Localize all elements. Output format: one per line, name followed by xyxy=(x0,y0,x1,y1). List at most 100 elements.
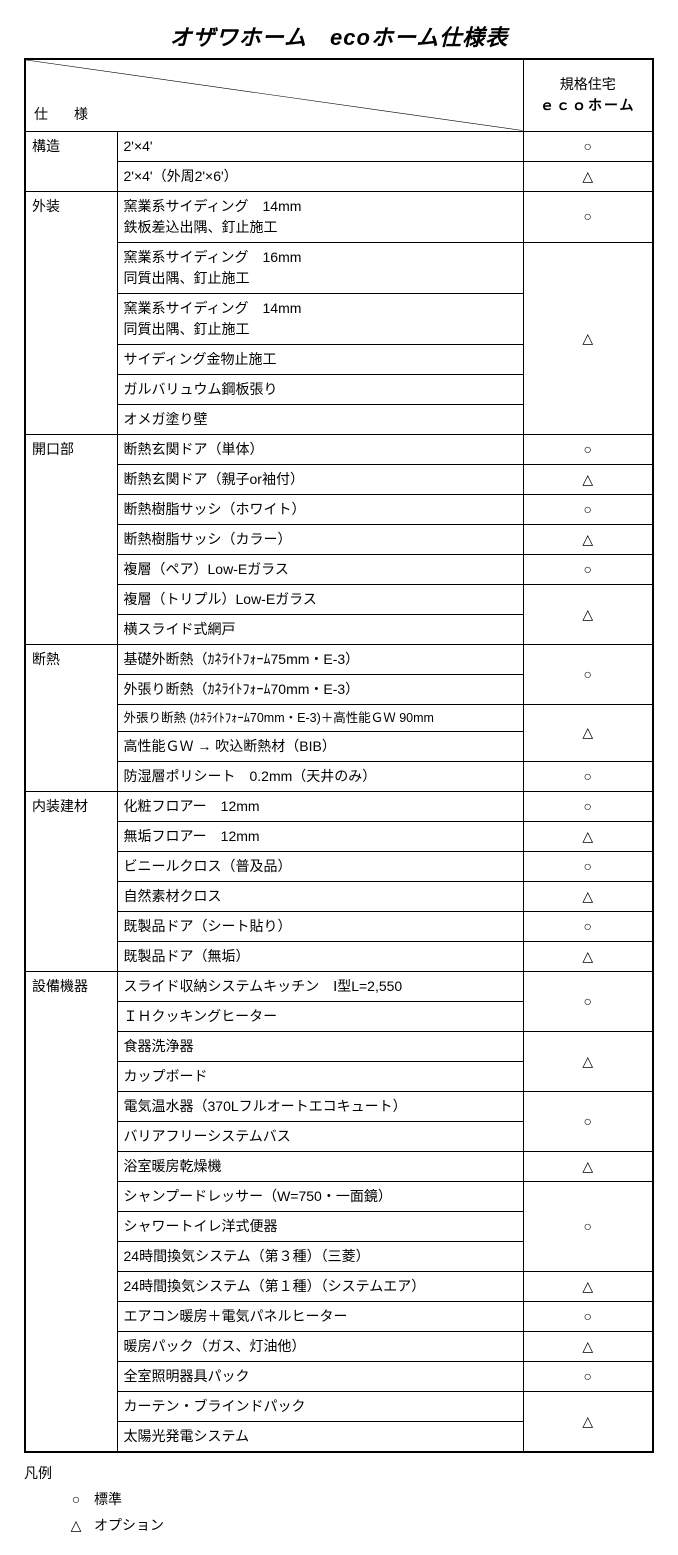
spec-value: ○ xyxy=(523,1092,653,1152)
spec-desc-line: カップボード xyxy=(124,1066,517,1087)
spec-desc-line: 窯業系サイディング 14mm xyxy=(124,298,517,319)
spec-value: ○ xyxy=(523,762,653,792)
spec-desc: シャンプードレッサー（W=750・一面鏡） xyxy=(117,1182,523,1212)
spec-desc: 2'×4'（外周2'×6'） xyxy=(117,161,523,191)
spec-value: △ xyxy=(523,1392,653,1453)
spec-desc: 断熱樹脂サッシ（ホワイト） xyxy=(117,494,523,524)
page-title: オザワホーム ecoホーム仕様表 xyxy=(24,20,654,52)
spec-desc: 窯業系サイディング 14mm同質出隅、釘止施工 xyxy=(117,293,523,344)
spec-desc: 断熱樹脂サッシ（カラー） xyxy=(117,524,523,554)
spec-desc: 外張り断熱 (ｶﾈﾗｲﾄﾌｫｰﾑ70mm・E-3)＋高性能ＧＷ 90mm xyxy=(117,704,523,732)
spec-value: △ xyxy=(523,822,653,852)
spec-value: △ xyxy=(523,242,653,434)
spec-desc: ガルバリュウム鋼板張り xyxy=(117,374,523,404)
spec-desc-line: バリアフリーシステムバス xyxy=(124,1126,517,1147)
legend-label: オプション xyxy=(94,1517,164,1533)
spec-desc-line: サイディング金物止施工 xyxy=(124,349,517,370)
spec-desc: エアコン暖房＋電気パネルヒーター xyxy=(117,1302,523,1332)
spec-desc: シャワートイレ洋式便器 xyxy=(117,1212,523,1242)
spec-desc-line: 断熱樹脂サッシ（ホワイト） xyxy=(124,499,517,520)
spec-desc: ビニールクロス（普及品） xyxy=(117,852,523,882)
spec-desc-line: 太陽光発電システム xyxy=(124,1426,517,1447)
spec-desc-line: 断熱玄関ドア（親子or袖付） xyxy=(124,469,517,490)
spec-value: ○ xyxy=(523,494,653,524)
spec-desc: 浴室暖房乾燥機 xyxy=(117,1152,523,1182)
spec-desc-line: 同質出隅、釘止施工 xyxy=(124,319,517,340)
spec-value: △ xyxy=(523,524,653,554)
spec-desc: ＩＨクッキングヒーター xyxy=(117,1002,523,1032)
spec-value: △ xyxy=(523,584,653,644)
spec-desc-line: スライド収納システムキッチン Ⅰ型L=2,550 xyxy=(124,976,517,997)
spec-value: ○ xyxy=(523,792,653,822)
spec-desc: 断熱玄関ドア（親子or袖付） xyxy=(117,464,523,494)
spec-desc-line: 外張り断熱（ｶﾈﾗｲﾄﾌｫｰﾑ70mm・E-3） xyxy=(124,679,517,700)
spec-desc-line: 鉄板差込出隅、釘止施工 xyxy=(124,217,517,238)
spec-value: △ xyxy=(523,1272,653,1302)
legend-symbol: △ xyxy=(58,1517,94,1534)
spec-desc: 外張り断熱（ｶﾈﾗｲﾄﾌｫｰﾑ70mm・E-3） xyxy=(117,674,523,704)
spec-value: ○ xyxy=(523,191,653,242)
spec-desc: 暖房パック（ガス、灯油他） xyxy=(117,1332,523,1362)
spec-desc-line: 複層（トリプル）Low-Eガラス xyxy=(124,589,517,610)
spec-desc-line: 自然素材クロス xyxy=(124,886,517,907)
spec-desc-line: ガルバリュウム鋼板張り xyxy=(124,379,517,400)
spec-desc-line: 浴室暖房乾燥機 xyxy=(124,1156,517,1177)
plan-line2: ｅｃｏホーム xyxy=(530,95,647,116)
spec-desc: 断熱玄関ドア（単体） xyxy=(117,434,523,464)
spec-desc-line: 24時間換気システム（第１種）（システムエア） xyxy=(124,1276,517,1297)
spec-desc-line: 横スライド式網戸 xyxy=(124,619,517,640)
spec-value: ○ xyxy=(523,131,653,161)
spec-desc: カーテン・ブラインドパック xyxy=(117,1392,523,1422)
spec-value: △ xyxy=(523,1032,653,1092)
spec-desc: 既製品ドア（無垢） xyxy=(117,942,523,972)
header-spec-cell: 仕 様 xyxy=(25,59,523,131)
spec-desc-line: 防湿層ポリシート 0.2mm（天井のみ） xyxy=(124,766,517,787)
spec-table: 仕 様規格住宅ｅｃｏホーム構造2'×4'○2'×4'（外周2'×6'）△外装窯業… xyxy=(24,58,654,1453)
spec-desc: 基礎外断熱（ｶﾈﾗｲﾄﾌｫｰﾑ75mm・E-3） xyxy=(117,644,523,674)
legend-item: ○標準 xyxy=(58,1489,654,1509)
spec-desc-line: 食器洗浄器 xyxy=(124,1036,517,1057)
spec-value: △ xyxy=(523,464,653,494)
spec-desc: 24時間換気システム（第１種）（システムエア） xyxy=(117,1272,523,1302)
spec-desc-line: 暖房パック（ガス、灯油他） xyxy=(124,1336,517,1357)
category-cell: 外装 xyxy=(25,191,117,434)
spec-value: △ xyxy=(523,1152,653,1182)
spec-desc-line: 化粧フロアー 12mm xyxy=(124,796,517,817)
spec-desc-line: 2'×4' xyxy=(124,136,517,157)
spec-value: ○ xyxy=(523,852,653,882)
spec-desc: 2'×4' xyxy=(117,131,523,161)
spec-desc: 無垢フロアー 12mm xyxy=(117,822,523,852)
category-cell: 内装建材 xyxy=(25,792,117,972)
spec-desc: 防湿層ポリシート 0.2mm（天井のみ） xyxy=(117,762,523,792)
spec-desc-line: 24時間換気システム（第３種）（三菱） xyxy=(124,1246,517,1267)
spec-desc: 複層（ペア）Low-Eガラス xyxy=(117,554,523,584)
spec-desc: 窯業系サイディング 14mm鉄板差込出隅、釘止施工 xyxy=(117,191,523,242)
spec-desc-line: 断熱樹脂サッシ（カラー） xyxy=(124,529,517,550)
spec-desc: 高性能ＧＷ → 吹込断熱材（BIB） xyxy=(117,732,523,762)
category-cell: 断熱 xyxy=(25,644,117,792)
category-cell: 開口部 xyxy=(25,434,117,644)
spec-value: △ xyxy=(523,942,653,972)
spec-desc-line: 外張り断熱 (ｶﾈﾗｲﾄﾌｫｰﾑ70mm・E-3)＋高性能ＧＷ 90mm xyxy=(124,709,517,728)
spec-desc-line: シャワートイレ洋式便器 xyxy=(124,1216,517,1237)
legend-title: 凡例 xyxy=(24,1463,654,1483)
spec-desc-line: 高性能ＧＷ → 吹込断熱材（BIB） xyxy=(124,736,517,757)
spec-desc-line: オメガ塗り壁 xyxy=(124,409,517,430)
spec-desc-line: 窯業系サイディング 16mm xyxy=(124,247,517,268)
spec-desc: スライド収納システムキッチン Ⅰ型L=2,550 xyxy=(117,972,523,1002)
spec-desc: 24時間換気システム（第３種）（三菱） xyxy=(117,1242,523,1272)
spec-desc-line: カーテン・ブラインドパック xyxy=(124,1396,517,1417)
spec-desc-line: 断熱玄関ドア（単体） xyxy=(124,439,517,460)
category-cell: 設備機器 xyxy=(25,972,117,1453)
spec-desc-line: 同質出隅、釘止施工 xyxy=(124,268,517,289)
spec-value: ○ xyxy=(523,1182,653,1272)
spec-desc-line: 2'×4'（外周2'×6'） xyxy=(124,166,517,187)
spec-value: ○ xyxy=(523,554,653,584)
legend-label: 標準 xyxy=(94,1491,122,1507)
spec-label: 仕 様 xyxy=(34,104,94,125)
spec-desc: 電気温水器（370Lフルオートエコキュート） xyxy=(117,1092,523,1122)
spec-desc-line: ビニールクロス（普及品） xyxy=(124,856,517,877)
spec-desc-line: 窯業系サイディング 14mm xyxy=(124,196,517,217)
spec-desc: サイディング金物止施工 xyxy=(117,344,523,374)
spec-desc: 自然素材クロス xyxy=(117,882,523,912)
